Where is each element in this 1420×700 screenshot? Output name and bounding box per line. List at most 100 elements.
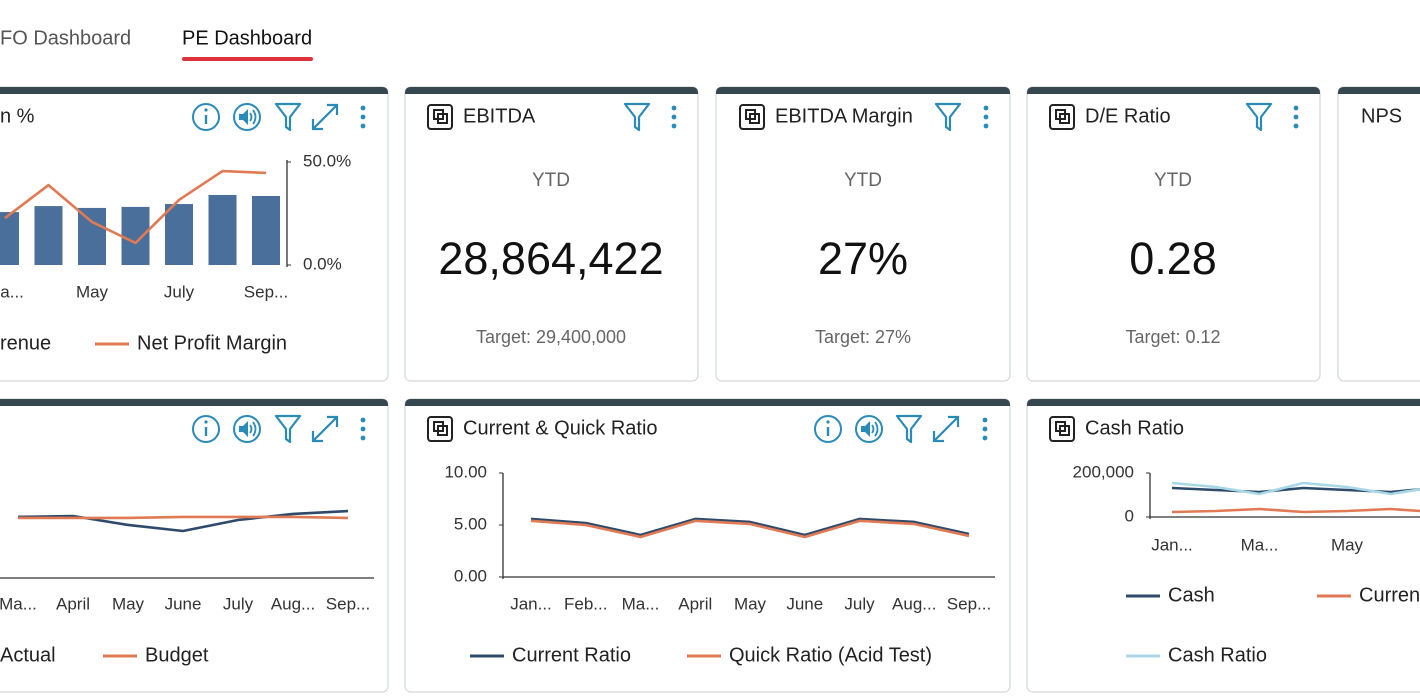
x-tick-label: Ma... xyxy=(1241,535,1279,554)
menu-dot[interactable] xyxy=(360,426,366,432)
menu-dot[interactable] xyxy=(1293,114,1299,120)
series-line xyxy=(1171,507,1420,514)
filter-icon[interactable] xyxy=(274,102,302,132)
card-top-bar xyxy=(0,87,388,94)
audio-icon-speaker xyxy=(239,421,248,437)
x-tick-label: May xyxy=(76,282,109,301)
card-title: n % xyxy=(0,105,35,127)
menu-dot[interactable] xyxy=(983,123,989,129)
card-title: EBITDA xyxy=(463,105,536,127)
tab[interactable]: FO Dashboard xyxy=(0,27,131,49)
y-tick-label: 50.0% xyxy=(303,151,351,170)
tab-active[interactable]: PE Dashboard xyxy=(182,27,312,49)
icon-frame[interactable] xyxy=(427,416,453,442)
y-tick-label: 5.00 xyxy=(454,514,487,533)
info-icon[interactable] xyxy=(814,415,842,443)
series-line xyxy=(1171,481,1420,496)
kpi-target: Target: 0.12 xyxy=(1125,327,1220,347)
x-tick-label: Ma... xyxy=(0,282,24,301)
legend-label: Actual xyxy=(0,644,56,666)
filter-icon[interactable] xyxy=(895,414,923,444)
x-tick-label: July xyxy=(844,594,875,613)
card-top-bar xyxy=(405,399,1010,406)
audio-icon-wave xyxy=(249,109,257,125)
icon-frame[interactable] xyxy=(427,104,453,130)
audio-icon[interactable] xyxy=(233,103,261,131)
y-tick-label: 200,000 xyxy=(1073,462,1134,481)
filter-icon[interactable] xyxy=(934,102,962,132)
x-tick-label: June xyxy=(165,594,202,613)
x-tick-label: Jan... xyxy=(1151,535,1193,554)
audio-icon-speaker xyxy=(239,109,248,125)
audio-icon-speaker xyxy=(861,421,870,437)
menu-dot[interactable] xyxy=(982,426,988,432)
kpi-period: YTD xyxy=(1154,170,1192,191)
bar xyxy=(208,194,237,265)
card-top-bar xyxy=(1027,87,1320,94)
icon-inner xyxy=(749,113,760,124)
y-tick-label: 0.0% xyxy=(303,254,342,273)
x-tick-label: July xyxy=(223,594,254,613)
menu-dot[interactable] xyxy=(983,114,989,120)
x-tick-label: May xyxy=(734,594,767,613)
filter-icon[interactable] xyxy=(274,414,302,444)
audio-icon[interactable] xyxy=(855,415,883,443)
filter-icon[interactable] xyxy=(623,102,651,132)
info-icon[interactable] xyxy=(192,103,220,131)
card-top-bar xyxy=(0,399,388,406)
icon-frame[interactable] xyxy=(739,104,765,130)
icon-frame[interactable] xyxy=(1049,104,1075,130)
kpi-period: YTD xyxy=(532,170,570,191)
menu-dot[interactable] xyxy=(360,123,366,129)
menu-dot[interactable] xyxy=(1293,105,1299,111)
icon-inner xyxy=(437,113,448,124)
menu-dot[interactable] xyxy=(360,435,366,441)
x-tick-label: Feb... xyxy=(564,594,607,613)
info-icon[interactable] xyxy=(192,415,220,443)
filter-icon[interactable] xyxy=(1245,102,1273,132)
series-line xyxy=(4,169,267,245)
card-title: EBITDA Margin xyxy=(775,105,913,127)
y-tick-label: 0.00 xyxy=(454,566,487,585)
menu-dot[interactable] xyxy=(983,105,989,111)
menu-dot[interactable] xyxy=(982,435,988,441)
kpi-value: 27% xyxy=(818,233,908,284)
bar xyxy=(121,206,150,265)
menu-dot[interactable] xyxy=(671,114,677,120)
x-tick-label: May xyxy=(112,594,145,613)
legend-label: Cash xyxy=(1168,584,1215,606)
expand-icon[interactable] xyxy=(311,415,339,443)
x-tick-label: Aug... xyxy=(271,594,315,613)
menu-dot[interactable] xyxy=(671,123,677,129)
expand-icon[interactable] xyxy=(311,103,339,131)
x-tick-label: Ma... xyxy=(622,594,660,613)
legend-label: Curren xyxy=(1359,584,1420,606)
expand-icon[interactable] xyxy=(932,415,960,443)
kpi-target: Target: 29,400,000 xyxy=(476,327,626,347)
x-tick-label: Jan... xyxy=(510,594,552,613)
audio-icon[interactable] xyxy=(233,415,261,443)
card-title: Cash Ratio xyxy=(1085,417,1184,439)
bar xyxy=(252,195,280,265)
menu-dot[interactable] xyxy=(982,417,988,423)
x-tick-label: Sep... xyxy=(947,594,991,613)
legend-label: renue xyxy=(0,332,51,354)
kpi-value: 28,864,422 xyxy=(438,233,663,284)
audio-icon-wave xyxy=(871,421,879,437)
menu-dot[interactable] xyxy=(360,105,366,111)
menu-dot[interactable] xyxy=(360,114,366,120)
series-line xyxy=(1171,486,1420,494)
card-top-bar xyxy=(1027,399,1420,406)
info-icon-dot xyxy=(204,108,208,112)
menu-dot[interactable] xyxy=(671,105,677,111)
menu-dot[interactable] xyxy=(360,417,366,423)
series-line xyxy=(17,509,349,533)
icon-inner xyxy=(437,425,448,436)
icon-inner xyxy=(1059,425,1070,436)
menu-dot[interactable] xyxy=(1293,123,1299,129)
series-line xyxy=(530,517,970,537)
kpi-target: Target: 27% xyxy=(815,327,911,347)
x-tick-label: Sep... xyxy=(244,282,288,301)
icon-frame[interactable] xyxy=(1049,416,1075,442)
